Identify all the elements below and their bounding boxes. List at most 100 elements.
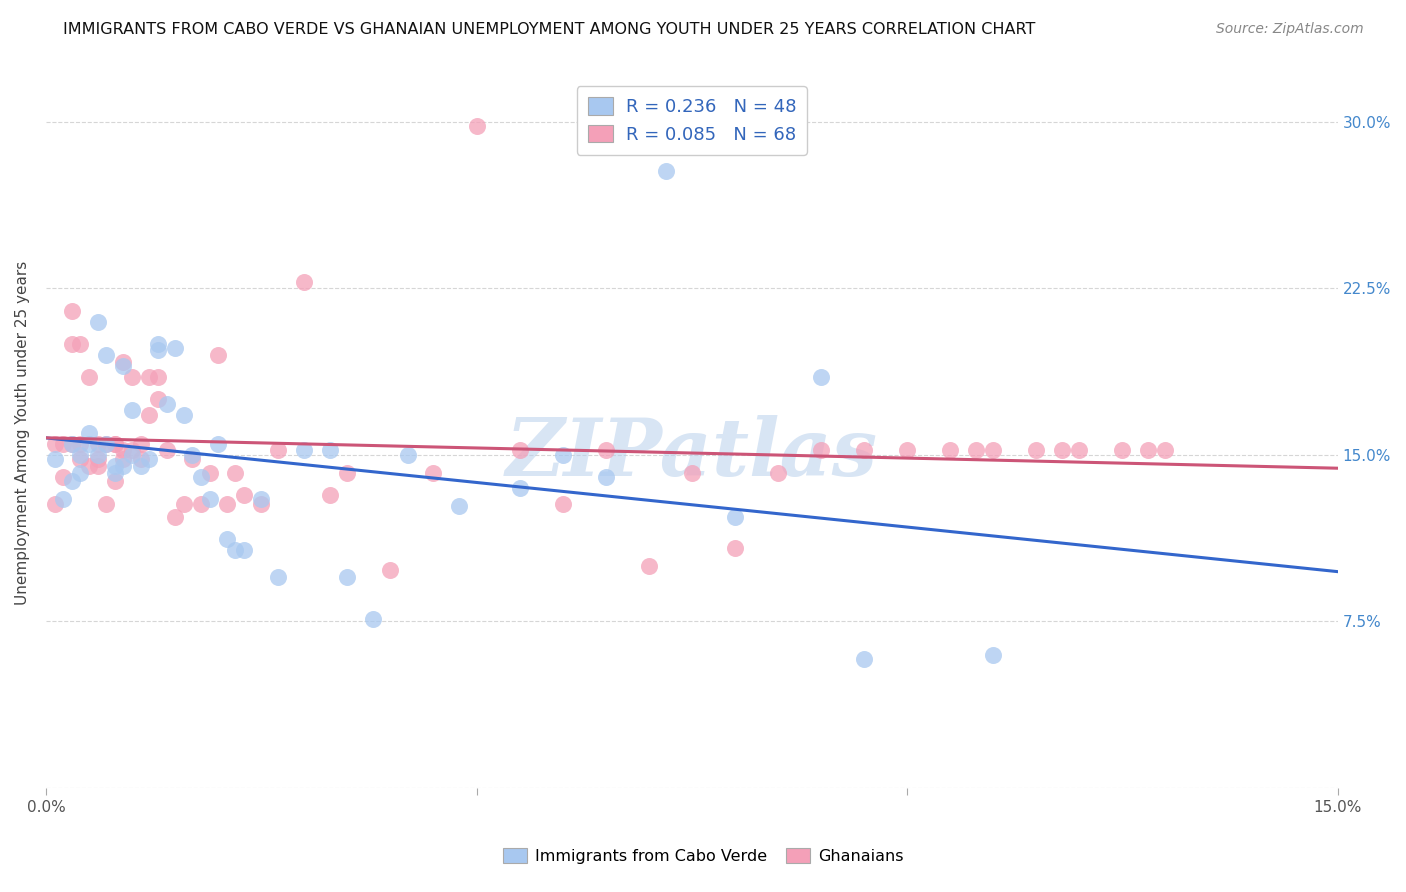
Point xyxy=(96,436,118,450)
Point xyxy=(422,466,444,480)
Point xyxy=(181,452,204,467)
Point xyxy=(981,648,1004,662)
Point xyxy=(138,452,160,467)
Point xyxy=(551,448,574,462)
Point xyxy=(104,458,127,473)
Point xyxy=(207,436,229,450)
Point xyxy=(121,370,143,384)
Point xyxy=(336,570,359,584)
Point xyxy=(1137,443,1160,458)
Point xyxy=(1069,443,1091,458)
Point xyxy=(551,497,574,511)
Point xyxy=(380,563,402,577)
Point xyxy=(267,570,290,584)
Point xyxy=(173,408,195,422)
Point xyxy=(60,303,83,318)
Point xyxy=(319,443,342,458)
Point xyxy=(77,370,100,384)
Point xyxy=(60,475,83,489)
Point xyxy=(810,443,832,458)
Point xyxy=(250,492,273,507)
Point xyxy=(655,163,678,178)
Point xyxy=(77,425,100,440)
Point xyxy=(681,466,703,480)
Point xyxy=(112,443,135,458)
Point xyxy=(319,488,342,502)
Point xyxy=(396,448,419,462)
Point xyxy=(69,336,91,351)
Point xyxy=(69,452,91,467)
Point xyxy=(250,497,273,511)
Point xyxy=(724,510,747,524)
Point xyxy=(595,443,617,458)
Point xyxy=(207,348,229,362)
Point xyxy=(44,497,66,511)
Point xyxy=(146,343,169,358)
Point xyxy=(215,532,238,546)
Text: IMMIGRANTS FROM CABO VERDE VS GHANAIAN UNEMPLOYMENT AMONG YOUTH UNDER 25 YEARS C: IMMIGRANTS FROM CABO VERDE VS GHANAIAN U… xyxy=(63,22,1036,37)
Point xyxy=(121,448,143,462)
Point xyxy=(44,452,66,467)
Point xyxy=(69,436,91,450)
Point xyxy=(1050,443,1073,458)
Point xyxy=(267,443,290,458)
Point xyxy=(810,370,832,384)
Point xyxy=(198,466,221,480)
Point xyxy=(465,120,488,134)
Point xyxy=(77,458,100,473)
Point xyxy=(52,436,75,450)
Point xyxy=(215,497,238,511)
Point xyxy=(853,652,876,666)
Point xyxy=(198,492,221,507)
Point xyxy=(766,466,789,480)
Point xyxy=(112,458,135,473)
Point xyxy=(86,458,108,473)
Point xyxy=(190,470,212,484)
Point xyxy=(939,443,962,458)
Point xyxy=(173,497,195,511)
Point xyxy=(449,499,471,513)
Point xyxy=(129,452,152,467)
Point xyxy=(52,470,75,484)
Point xyxy=(112,359,135,373)
Legend: R = 0.236   N = 48, R = 0.085   N = 68: R = 0.236 N = 48, R = 0.085 N = 68 xyxy=(576,87,807,155)
Point xyxy=(146,336,169,351)
Point xyxy=(112,452,135,467)
Point xyxy=(60,336,83,351)
Point xyxy=(69,466,91,480)
Point xyxy=(121,403,143,417)
Point xyxy=(155,443,177,458)
Point xyxy=(69,448,91,462)
Point xyxy=(138,370,160,384)
Point xyxy=(165,510,187,524)
Point xyxy=(86,315,108,329)
Point xyxy=(60,436,83,450)
Point xyxy=(509,443,531,458)
Point xyxy=(1025,443,1047,458)
Point xyxy=(224,543,246,558)
Point xyxy=(965,443,987,458)
Point xyxy=(1111,443,1133,458)
Point xyxy=(336,466,359,480)
Point xyxy=(104,466,127,480)
Point xyxy=(104,436,127,450)
Point xyxy=(129,458,152,473)
Point xyxy=(96,497,118,511)
Point xyxy=(155,397,177,411)
Point xyxy=(509,481,531,495)
Text: ZIPatlas: ZIPatlas xyxy=(506,415,877,492)
Point xyxy=(190,497,212,511)
Point xyxy=(233,543,256,558)
Point xyxy=(165,341,187,355)
Point xyxy=(896,443,918,458)
Point xyxy=(292,275,315,289)
Point xyxy=(77,436,100,450)
Point xyxy=(1154,443,1177,458)
Point xyxy=(233,488,256,502)
Point xyxy=(104,475,127,489)
Point xyxy=(86,448,108,462)
Point xyxy=(595,470,617,484)
Point xyxy=(724,541,747,555)
Point xyxy=(60,436,83,450)
Y-axis label: Unemployment Among Youth under 25 years: Unemployment Among Youth under 25 years xyxy=(15,260,30,605)
